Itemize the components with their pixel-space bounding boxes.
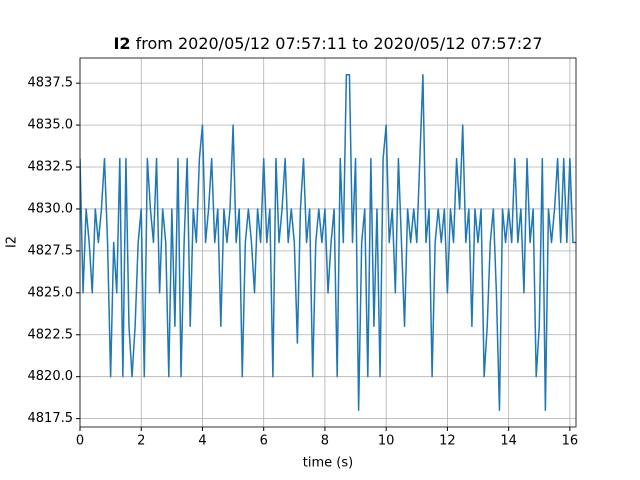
chart-title: I2 from 2020/05/12 07:57:11 to 2020/05/1… [113,34,542,53]
x-tick-label: 14 [500,434,517,449]
x-axis-label: time (s) [303,456,353,471]
plot-frame [79,57,577,428]
x-tick-label: 2 [137,434,145,449]
y-tick-label: 4822.5 [28,327,74,342]
y-tick-label: 4835.0 [28,118,74,133]
x-tick-label: 12 [439,434,456,449]
x-tick-label: 0 [76,434,84,449]
y-tick-label: 4825.0 [28,285,74,300]
y-tick-label: 4830.0 [28,201,74,216]
x-tick-label: 4 [198,434,206,449]
title-text: from 2020/05/12 07:57:11 to 2020/05/12 0… [136,34,543,53]
y-tick-label: 4832.5 [28,160,74,175]
y-tick-label: 4827.5 [28,243,74,258]
x-tick-label: 6 [260,434,268,449]
y-tick-label: 4820.0 [28,369,74,384]
title-name: I2 [113,34,130,53]
x-tick-label: 8 [321,434,329,449]
y-tick-label: 4837.5 [28,76,74,91]
x-tick-label: 16 [562,434,579,449]
line-series [80,74,576,411]
y-axis-label: I2 [5,236,20,248]
y-tick-label: 4817.5 [28,411,74,426]
x-tick-label: 10 [378,434,395,449]
